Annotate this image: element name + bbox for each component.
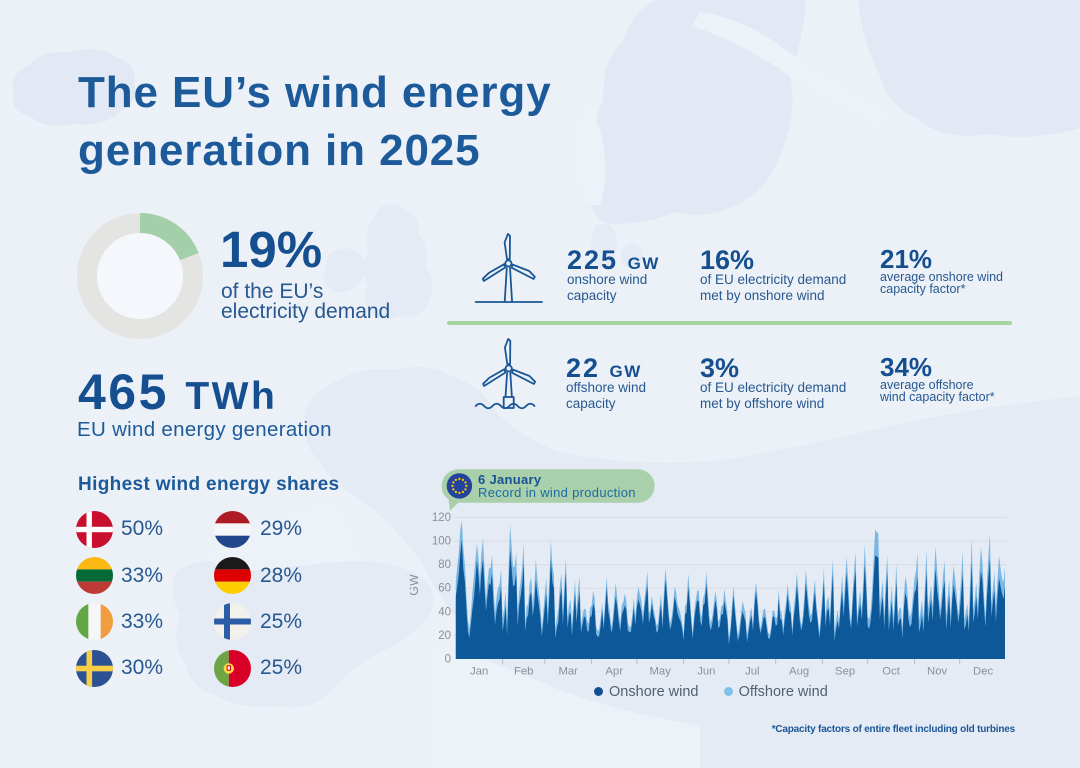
svg-text:0: 0 — [445, 654, 451, 666]
svg-text:80: 80 — [438, 559, 451, 571]
svg-text:Nov: Nov — [927, 666, 947, 678]
svg-text:Apr: Apr — [605, 666, 623, 678]
svg-text:Feb: Feb — [514, 666, 533, 678]
svg-text:May: May — [650, 666, 672, 678]
svg-text:GW: GW — [410, 574, 421, 596]
svg-text:Jan: Jan — [470, 666, 488, 678]
svg-text:Aug: Aug — [789, 666, 809, 678]
svg-text:Oct: Oct — [882, 666, 900, 678]
svg-text:Dec: Dec — [973, 666, 993, 678]
svg-text:Jul: Jul — [745, 666, 759, 678]
svg-text:Jun: Jun — [697, 666, 715, 678]
svg-text:40: 40 — [438, 606, 451, 618]
svg-text:120: 120 — [432, 512, 451, 524]
svg-text:Mar: Mar — [558, 666, 578, 678]
svg-text:20: 20 — [438, 630, 451, 642]
svg-text:Sep: Sep — [835, 666, 855, 678]
svg-text:60: 60 — [438, 583, 451, 595]
svg-text:100: 100 — [432, 536, 451, 548]
